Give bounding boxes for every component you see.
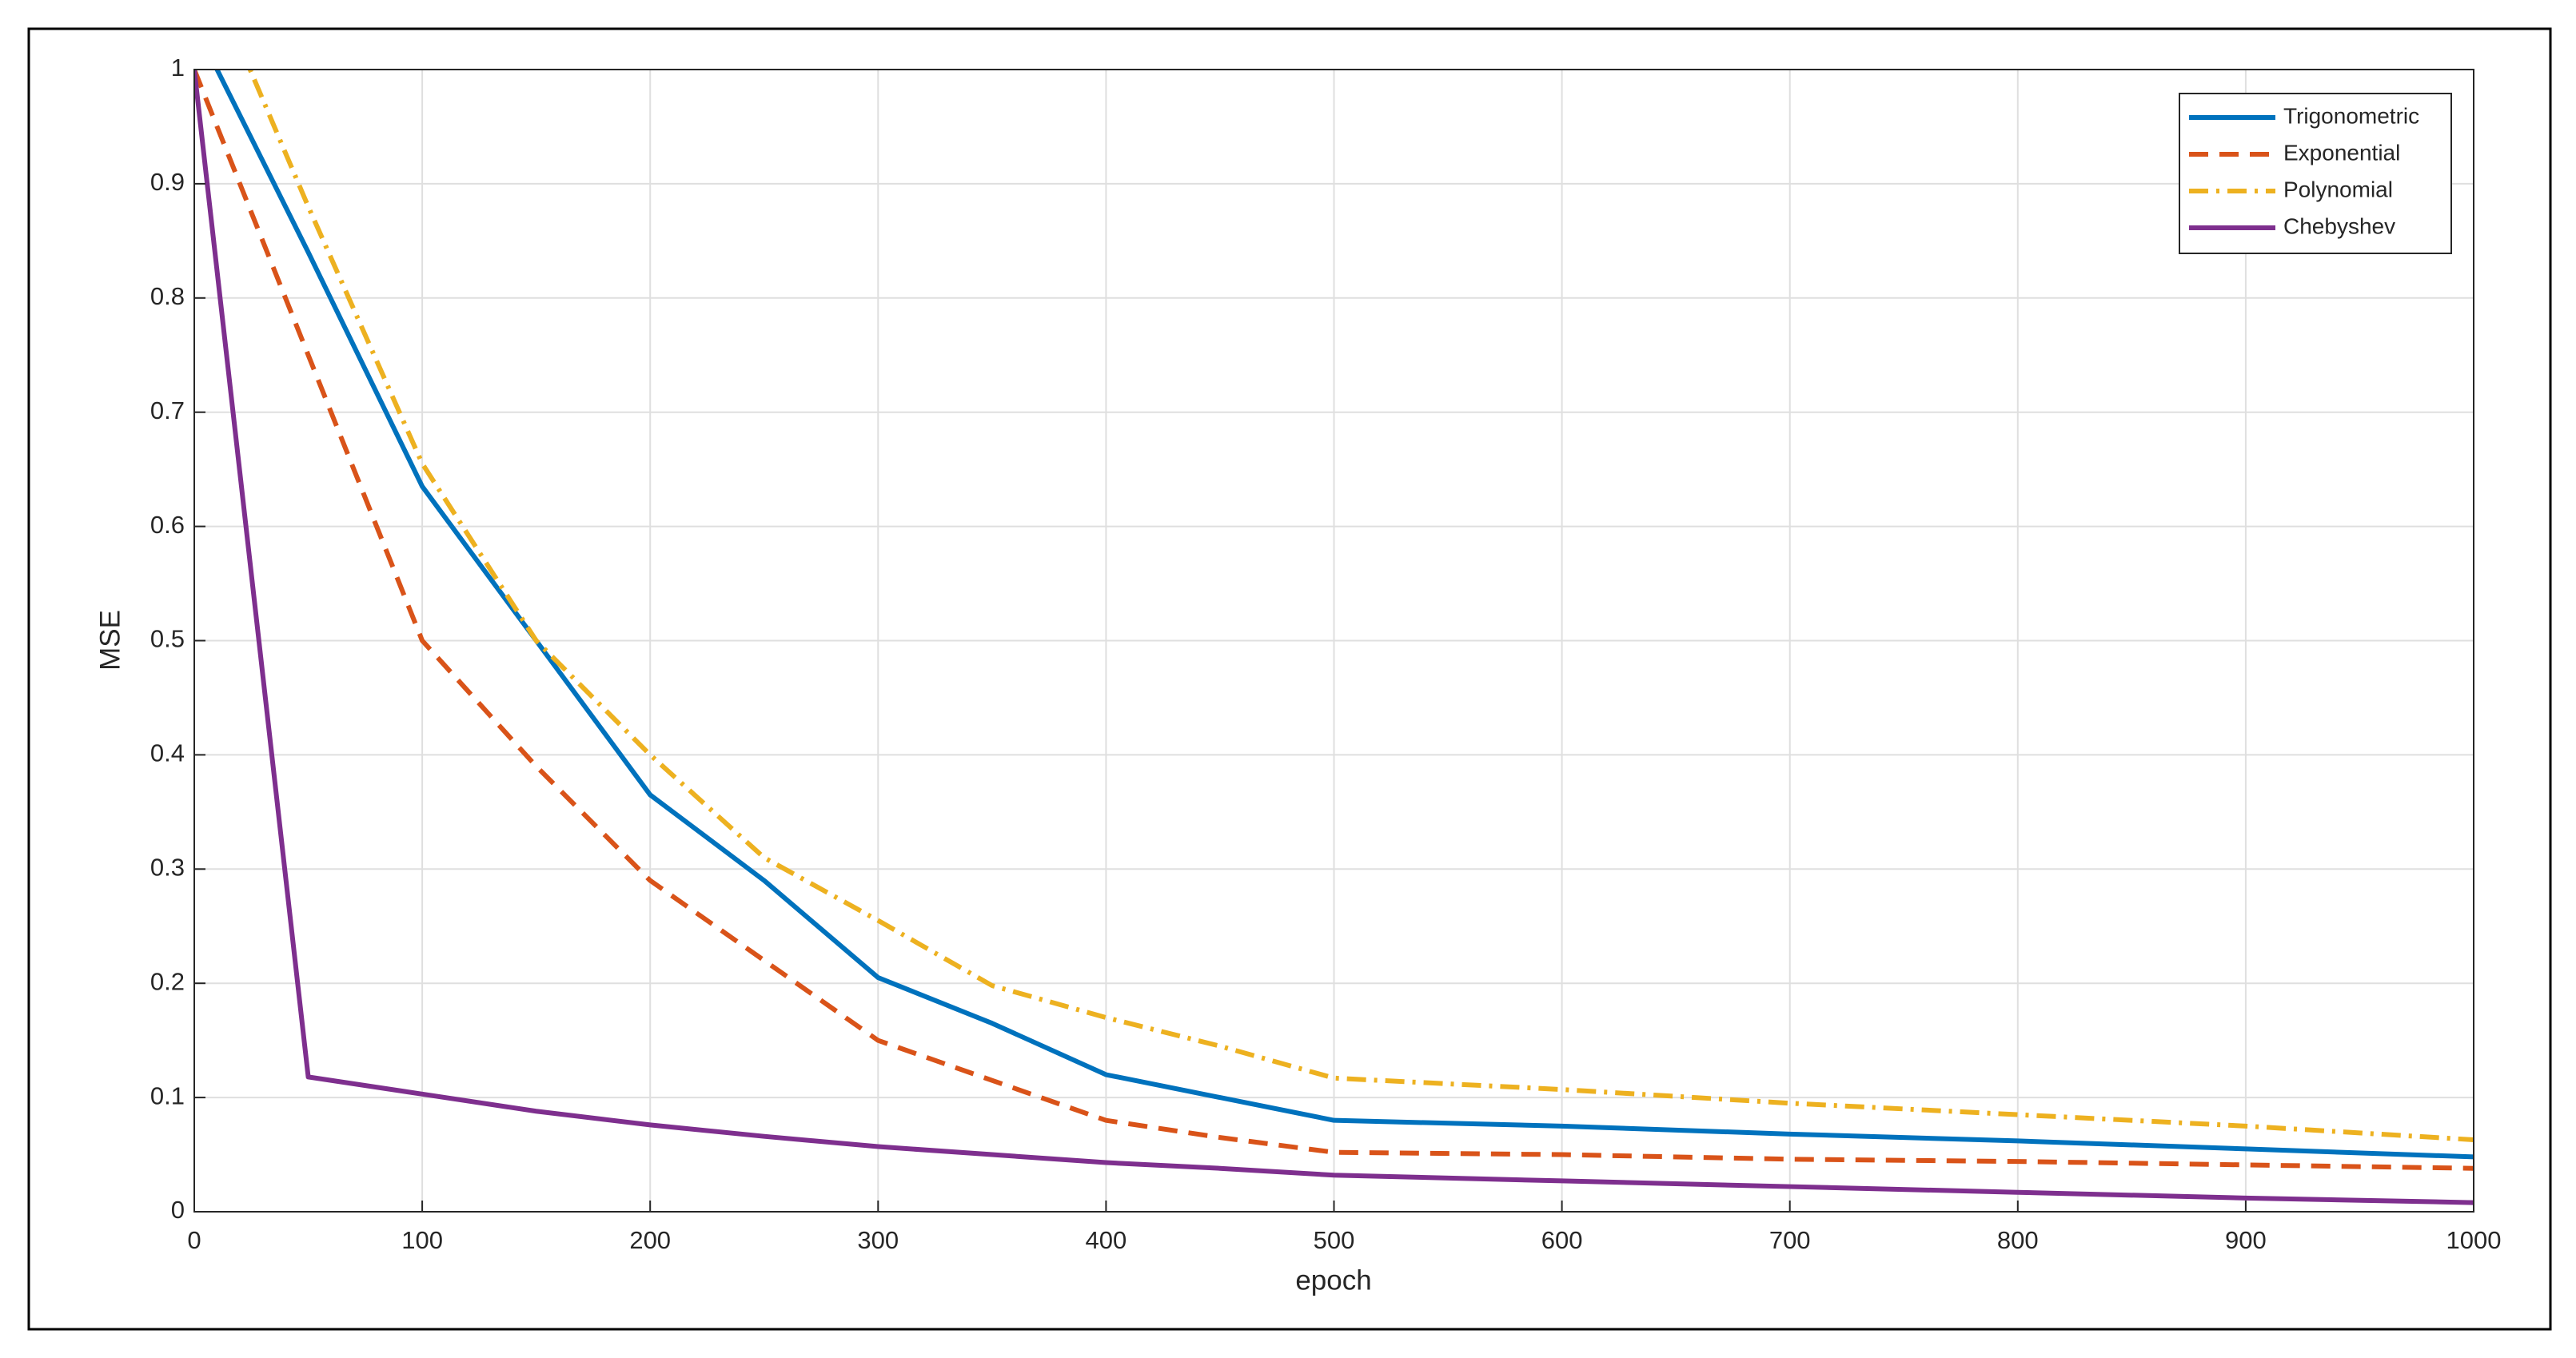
series-line [194,70,2474,1171]
x-tick-label: 200 [629,1226,671,1254]
legend-label: Polynomial [2283,177,2393,201]
legend-label: Trigonometric [2283,103,2419,128]
labels: 0 100 200 300 400 500 600 700 800 900 1000 0 0.1 0.2 0… [150,54,2502,1254]
x-tick-label: 300 [857,1226,899,1254]
x-tick-label: 600 [1541,1226,1583,1254]
x-tick-label: 100 [401,1226,443,1254]
series-line [214,70,2474,1160]
legend-label: Chebyshev [2283,213,2395,238]
y-tick-label: 1 [171,54,185,82]
y-tick-label: 0 [171,1196,185,1224]
y-tick-label: 0.1 [150,1081,185,1109]
y-axis-label: MSE [94,610,126,671]
legend: Trigonometric Exponential Polynomial Chebys… [2179,93,2452,254]
x-tick-label: 0 [187,1226,201,1254]
y-tick-label: 0.6 [150,511,185,539]
y-tick-label: 0.4 [150,739,185,767]
x-tick-label: 400 [1086,1226,1127,1254]
x-tick-label: 800 [1997,1226,2039,1254]
y-tick-label: 0.7 [150,396,185,424]
y-tick-label: 0.8 [150,282,185,310]
x-tick-label: 500 [1314,1226,1355,1254]
y-tick-label: 0.5 [150,625,185,653]
series-line [194,70,2474,1205]
legend-label: Exponential [2283,140,2400,165]
y-tick-label: 0.2 [150,967,185,995]
x-tick-label: 900 [2225,1226,2267,1254]
y-tick-label: 0.9 [150,168,185,196]
lines [194,70,2474,1205]
x-tick-label: 700 [1769,1226,1811,1254]
x-axis-label: epoch [1295,1264,1371,1296]
x-tick-label: 1000 [2446,1226,2502,1254]
y-tick-label: 0.3 [150,853,185,881]
